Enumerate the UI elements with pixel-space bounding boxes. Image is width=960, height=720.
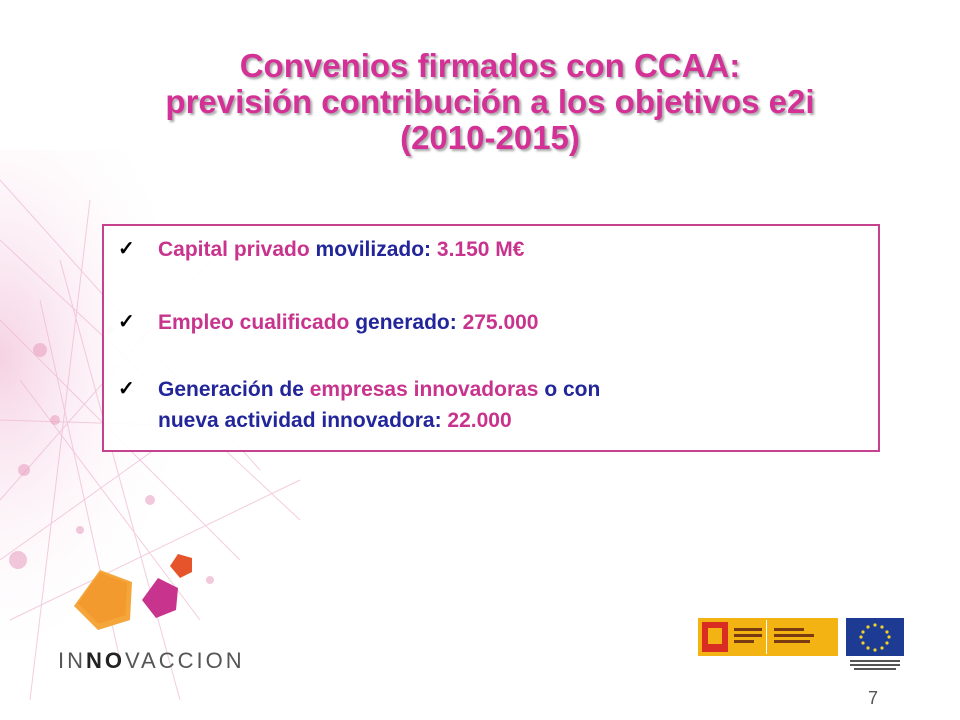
slide-title: Convenios firmados con CCAA: previsión c… [100, 48, 880, 156]
empleo-label-verb: generado: [355, 311, 457, 334]
checkmark-icon: ✓ [118, 238, 135, 260]
title-line-2: previsión contribución a los objetivos e… [165, 83, 815, 120]
title-line-1: Convenios firmados con CCAA: [239, 47, 741, 84]
gobierno-espana-logo [698, 618, 904, 670]
empleo-value: 275.000 [462, 311, 539, 334]
pentagon-logo-icon [74, 554, 192, 630]
objectives-box: ✓ Capital privado movilizado: 3.150 M€ ✓… [102, 224, 880, 452]
empresas-label-highlight: empresas innovadoras [309, 378, 539, 401]
innovaccion-logo-text: INNOVACCION [58, 648, 245, 673]
capital-label-verb: movilizado: [315, 238, 432, 261]
empresas-label-start: Generación de [158, 378, 310, 401]
checkmark-icon: ✓ [118, 378, 135, 400]
capital-value: 3.150 M€ [436, 238, 525, 261]
capital-label: Capital privado [158, 238, 316, 261]
empresas-label-line2: nueva actividad innovadora: [158, 409, 442, 432]
empresas-value: 22.000 [447, 409, 512, 432]
checkmark-icon: ✓ [118, 311, 135, 333]
empleo-label: Empleo cualificado [158, 311, 356, 334]
page-number: 7 [868, 688, 879, 708]
empresas-label-end: o con [538, 378, 601, 401]
title-line-3: (2010-2015) [400, 119, 580, 156]
